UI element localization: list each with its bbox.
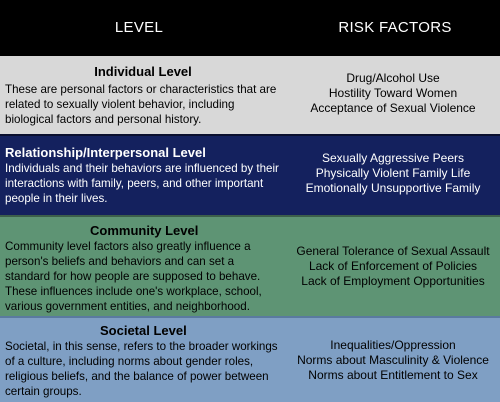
risk-factors-cell: Inequalities/Oppression Norms about Masc… [290, 338, 496, 383]
row-societal-level: Societal Level Societal, in this sense, … [0, 316, 500, 402]
risk-factors-cell: General Tolerance of Sexual Assault Lack… [290, 244, 496, 289]
row-individual-level: Individual Level These are personal fact… [0, 56, 500, 134]
risk-factor: Acceptance of Sexual Violence [310, 101, 476, 115]
level-title: Societal Level [100, 323, 187, 338]
row-relationship-level: Relationship/Interpersonal Level Individ… [0, 134, 500, 217]
row-community-level: Community Level Community level factors … [0, 215, 500, 318]
risk-factors-cell: Sexually Aggressive Peers Physically Vio… [290, 151, 496, 196]
risk-factor: General Tolerance of Sexual Assault [296, 244, 490, 258]
risk-factors-cell: Drug/Alcohol Use Hostility Toward Women … [290, 71, 496, 116]
level-title: Individual Level [94, 64, 192, 79]
level-description: Community level factors also greatly inf… [5, 240, 262, 313]
level-cell: Societal Level Societal, in this sense, … [5, 323, 281, 399]
risk-factor: Inequalities/Oppression [330, 338, 456, 352]
risk-factor: Physically Violent Family Life [315, 166, 471, 180]
level-description: Societal, in this sense, refers to the b… [5, 340, 278, 398]
risk-factor: Drug/Alcohol Use [346, 71, 440, 85]
header-level: LEVEL [114, 19, 164, 36]
risk-factor: Hostility Toward Women [328, 86, 458, 100]
risk-factor: Emotionally Unsupportive Family [305, 181, 481, 195]
level-description: These are personal factors or characteri… [5, 83, 277, 126]
risk-factor: Sexually Aggressive Peers [321, 151, 465, 165]
risk-factor: Lack of Employment Opportunities [301, 274, 485, 288]
level-description: Individuals and their behaviors are infl… [5, 162, 279, 205]
level-title: Community Level [90, 223, 199, 238]
level-cell: Relationship/Interpersonal Level Individ… [5, 145, 281, 206]
risk-factor: Norms about Masculinity & Violence [297, 353, 489, 367]
header-risk-factors: RISK FACTORS [338, 19, 452, 36]
risk-factor: Lack of Enforcement of Policies [308, 259, 478, 273]
level-cell: Individual Level These are personal fact… [5, 64, 281, 127]
risk-factor: Norms about Entitlement to Sex [308, 368, 478, 382]
level-title: Relationship/Interpersonal Level [5, 145, 206, 160]
table-header: LEVEL RISK FACTORS [0, 0, 500, 56]
level-cell: Community Level Community level factors … [5, 223, 281, 314]
